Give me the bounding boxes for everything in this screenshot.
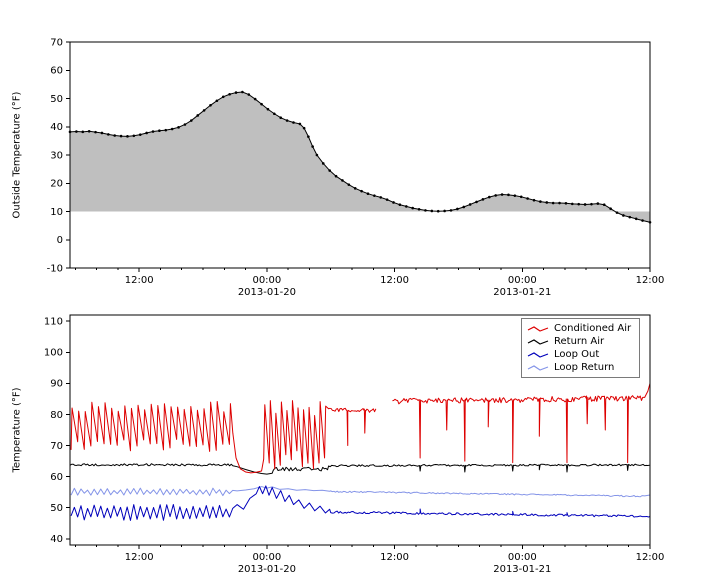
tick-label: 12:00 [380, 552, 409, 563]
tick-label: 2013-01-20 [238, 287, 296, 298]
tick-label: 12:00 [125, 275, 154, 286]
outside-temperature-axis-label: Outside Temperature (°F) [11, 91, 23, 219]
tick-label: 2013-01-20 [238, 564, 296, 575]
tick-label: 00:00 [508, 275, 537, 286]
legend-label: Loop Return [554, 362, 615, 373]
data-markers [68, 90, 652, 224]
plot-frame [69, 314, 651, 546]
series-loop-return [70, 486, 651, 498]
legend-label: Return Air [554, 336, 605, 347]
legend-item-loop-return: Loop Return [527, 361, 631, 374]
tick-label: 110 [44, 317, 63, 328]
legend-item-return-air: Return Air [527, 335, 631, 348]
tick-label: 60 [50, 66, 63, 77]
tick-label: 2013-01-21 [493, 564, 551, 575]
tick-label: -10 [47, 263, 63, 274]
legend-label: Loop Out [554, 349, 600, 360]
tick-label: 70 [50, 37, 63, 48]
series-return-air [69, 463, 650, 475]
legend-item-conditioned-air: Conditioned Air [527, 322, 631, 335]
legend-line-sample [527, 338, 549, 345]
tick-label: 40 [50, 534, 63, 545]
temperature-axis-label: Temperature (°F) [11, 387, 23, 473]
series-conditioned-air [70, 383, 651, 474]
tick-label: 12:00 [636, 552, 665, 563]
tick-label: 2013-01-21 [493, 287, 551, 298]
tick-label: 70 [50, 441, 63, 452]
tick-label: 60 [50, 472, 63, 483]
tick-label: 12:00 [636, 275, 665, 286]
tick-label: 50 [50, 503, 63, 514]
legend-label: Conditioned Air [554, 323, 632, 334]
series-loop-out [70, 485, 651, 521]
legend-line-sample [527, 351, 549, 358]
tick-label: 90 [50, 379, 63, 390]
tick-label: 00:00 [252, 552, 281, 563]
legend-line-sample [527, 364, 549, 371]
tick-label: 12:00 [380, 275, 409, 286]
tick-label: 80 [50, 410, 63, 421]
tick-label: 100 [44, 348, 63, 359]
tick-label: 0 [57, 235, 63, 246]
tick-label: 00:00 [508, 552, 537, 563]
legend-item-loop-out: Loop Out [527, 348, 631, 361]
tick-label: 00:00 [252, 275, 281, 286]
tick-label: 10 [50, 207, 63, 218]
axes-ticks [66, 41, 651, 272]
tick-label: 30 [50, 150, 63, 161]
tick-label: 50 [50, 94, 63, 105]
tick-label: 20 [50, 179, 63, 190]
axes-ticks [66, 320, 651, 549]
legend: Conditioned Air Return Air Loop Out Loop Re… [521, 318, 641, 378]
legend-line-sample [527, 325, 549, 332]
tick-label: 12:00 [125, 552, 154, 563]
area-fill [70, 92, 650, 223]
tick-label: 40 [50, 122, 63, 133]
